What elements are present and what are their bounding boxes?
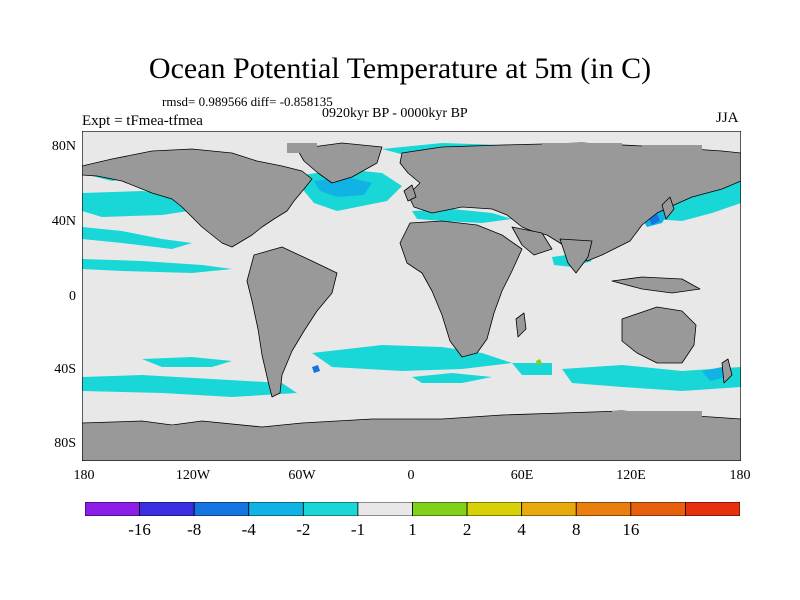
colorbar-label: 1 (408, 520, 417, 539)
japan (661, 196, 675, 220)
colorbar-label: -4 (241, 520, 256, 539)
land-masses (82, 142, 741, 461)
colorbar-swatch (248, 502, 304, 516)
colorbar-swatch (193, 502, 250, 516)
colorbar-label: -16 (128, 520, 151, 539)
lon-label-120w: 120W (175, 468, 211, 483)
stats-line: rmsd= 0.989566 diff= -0.858135 (162, 94, 333, 109)
greenland (296, 142, 383, 184)
lon-label-180w: 180 (73, 468, 95, 483)
arabia (511, 226, 553, 256)
lon-label-180e: 180 (729, 468, 751, 483)
lat-label-80s: 80S (54, 436, 76, 451)
lon-label-120e: 120E (616, 468, 646, 483)
colorbar-swatch (139, 502, 195, 516)
world-map (82, 131, 741, 461)
lon-label-60e: 60E (510, 468, 534, 483)
experiment-label: Expt = tFmea-tfmea (82, 113, 203, 129)
australia (621, 306, 697, 364)
colorbar-swatch (412, 502, 468, 516)
africa (399, 220, 523, 358)
new-zealand (721, 358, 733, 384)
north-america (82, 148, 313, 248)
map-title: Ocean Potential Temperature at 5m (in C) (148, 52, 652, 85)
grid-boxes (82, 143, 702, 443)
maritime-asia (611, 276, 701, 294)
colorbar-swatch (685, 502, 740, 516)
colorbar-swatch (575, 502, 632, 516)
period-label: 0920kyr BP - 0000kyr BP (322, 106, 468, 121)
anomaly-tropical-pacific (82, 227, 192, 249)
lat-label-80n: 80N (51, 139, 76, 154)
south-america (246, 246, 338, 398)
colorbar (85, 502, 740, 516)
colorbar-swatch (302, 502, 359, 516)
lat-label-40n: 40N (51, 214, 76, 229)
colorbar-label: 4 (517, 520, 526, 539)
colorbar-label: 2 (462, 520, 472, 539)
lat-label-40s: 40S (54, 362, 76, 377)
colorbar-label: -8 (187, 520, 202, 539)
antarctica (82, 410, 741, 461)
lat-label-0: 0 (69, 289, 76, 304)
india (559, 238, 593, 274)
british-isles (403, 184, 417, 202)
colorbar-label: -2 (296, 520, 311, 539)
colorbar-swatch (630, 502, 686, 516)
colorbar-label: -1 (350, 520, 365, 539)
lon-label-0: 0 (407, 468, 415, 483)
colorbar-label: 8 (572, 520, 581, 539)
colorbar-swatch (466, 502, 523, 516)
colorbar-swatch (85, 502, 140, 516)
season-label: JJA (716, 110, 739, 126)
madagascar (515, 312, 527, 338)
colorbar-label: 16 (622, 520, 640, 539)
eurasia (399, 142, 741, 262)
colorbar-swatch (357, 502, 413, 516)
lon-label-60w: 60W (288, 468, 316, 483)
anomaly-southern-ocean-indian (562, 365, 741, 391)
colorbar-swatch (521, 502, 577, 516)
